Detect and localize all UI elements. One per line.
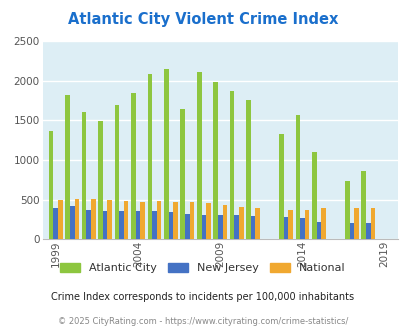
Text: © 2025 CityRating.com - https://www.cityrating.com/crime-statistics/: © 2025 CityRating.com - https://www.city… [58,317,347,326]
Bar [152,211,156,239]
Bar [246,100,250,239]
Bar [65,95,70,239]
Bar [53,208,58,239]
Bar [131,93,135,239]
Text: Atlantic City Violent Crime Index: Atlantic City Violent Crime Index [68,12,337,26]
Bar [304,210,309,239]
Bar [124,201,128,239]
Bar [49,131,53,239]
Bar [164,69,168,239]
Bar [299,218,304,239]
Bar [91,199,95,239]
Bar [196,72,201,239]
Bar [316,222,320,239]
Bar [81,112,86,239]
Bar [173,202,177,239]
Bar [283,217,288,239]
Bar [320,208,325,239]
Bar [255,208,260,239]
Bar [353,208,358,239]
Bar [217,215,222,239]
Bar [370,208,374,239]
Bar [222,205,227,239]
Bar [234,215,239,239]
Bar [213,82,217,239]
Bar [344,182,349,239]
Bar [239,207,243,239]
Bar [206,203,210,239]
Text: Crime Index corresponds to incidents per 100,000 inhabitants: Crime Index corresponds to incidents per… [51,292,354,302]
Bar [229,91,234,239]
Bar [360,171,365,239]
Bar [75,199,79,239]
Bar [189,202,194,239]
Bar [119,211,124,239]
Bar [168,212,173,239]
Bar [86,210,91,239]
Bar [140,202,145,239]
Bar [295,115,299,239]
Bar [250,216,255,239]
Bar [349,223,353,239]
Bar [288,210,292,239]
Bar [135,211,140,239]
Bar [311,152,316,239]
Bar [114,105,119,239]
Bar [185,214,189,239]
Bar [58,200,62,239]
Bar [365,223,370,239]
Bar [107,200,112,239]
Bar [147,74,152,239]
Bar [180,109,185,239]
Bar [279,134,283,239]
Bar [70,206,75,239]
Bar [98,121,102,239]
Bar [102,211,107,239]
Legend: Atlantic City, New Jersey, National: Atlantic City, New Jersey, National [60,263,345,273]
Bar [201,215,206,239]
Bar [156,201,161,239]
